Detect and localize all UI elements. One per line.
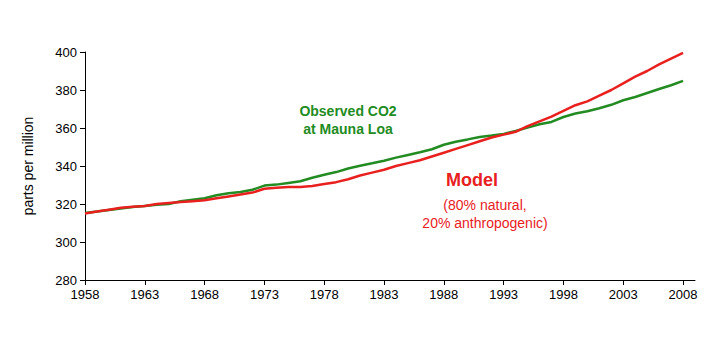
svg-text:360: 360 bbox=[55, 121, 77, 136]
svg-text:Observed CO2: Observed CO2 bbox=[299, 103, 396, 119]
svg-text:parts per million: parts per million bbox=[20, 117, 36, 216]
svg-text:2003: 2003 bbox=[609, 287, 638, 302]
svg-text:340: 340 bbox=[55, 159, 77, 174]
svg-text:(80% natural,: (80% natural, bbox=[443, 197, 526, 213]
svg-text:2008: 2008 bbox=[669, 287, 698, 302]
svg-text:Model: Model bbox=[446, 170, 498, 190]
svg-text:1968: 1968 bbox=[190, 287, 219, 302]
svg-text:1973: 1973 bbox=[250, 287, 279, 302]
svg-text:300: 300 bbox=[55, 235, 77, 250]
svg-text:1993: 1993 bbox=[489, 287, 518, 302]
svg-text:20% anthropogenic): 20% anthropogenic) bbox=[422, 215, 547, 231]
svg-text:1988: 1988 bbox=[429, 287, 458, 302]
svg-text:400: 400 bbox=[55, 45, 77, 60]
svg-text:1958: 1958 bbox=[71, 287, 100, 302]
svg-text:at Mauna Loa: at Mauna Loa bbox=[303, 121, 393, 137]
svg-text:1998: 1998 bbox=[549, 287, 578, 302]
svg-text:280: 280 bbox=[55, 273, 77, 288]
svg-text:1963: 1963 bbox=[130, 287, 159, 302]
svg-text:1978: 1978 bbox=[310, 287, 339, 302]
svg-text:320: 320 bbox=[55, 197, 77, 212]
svg-text:380: 380 bbox=[55, 83, 77, 98]
svg-text:1983: 1983 bbox=[370, 287, 399, 302]
